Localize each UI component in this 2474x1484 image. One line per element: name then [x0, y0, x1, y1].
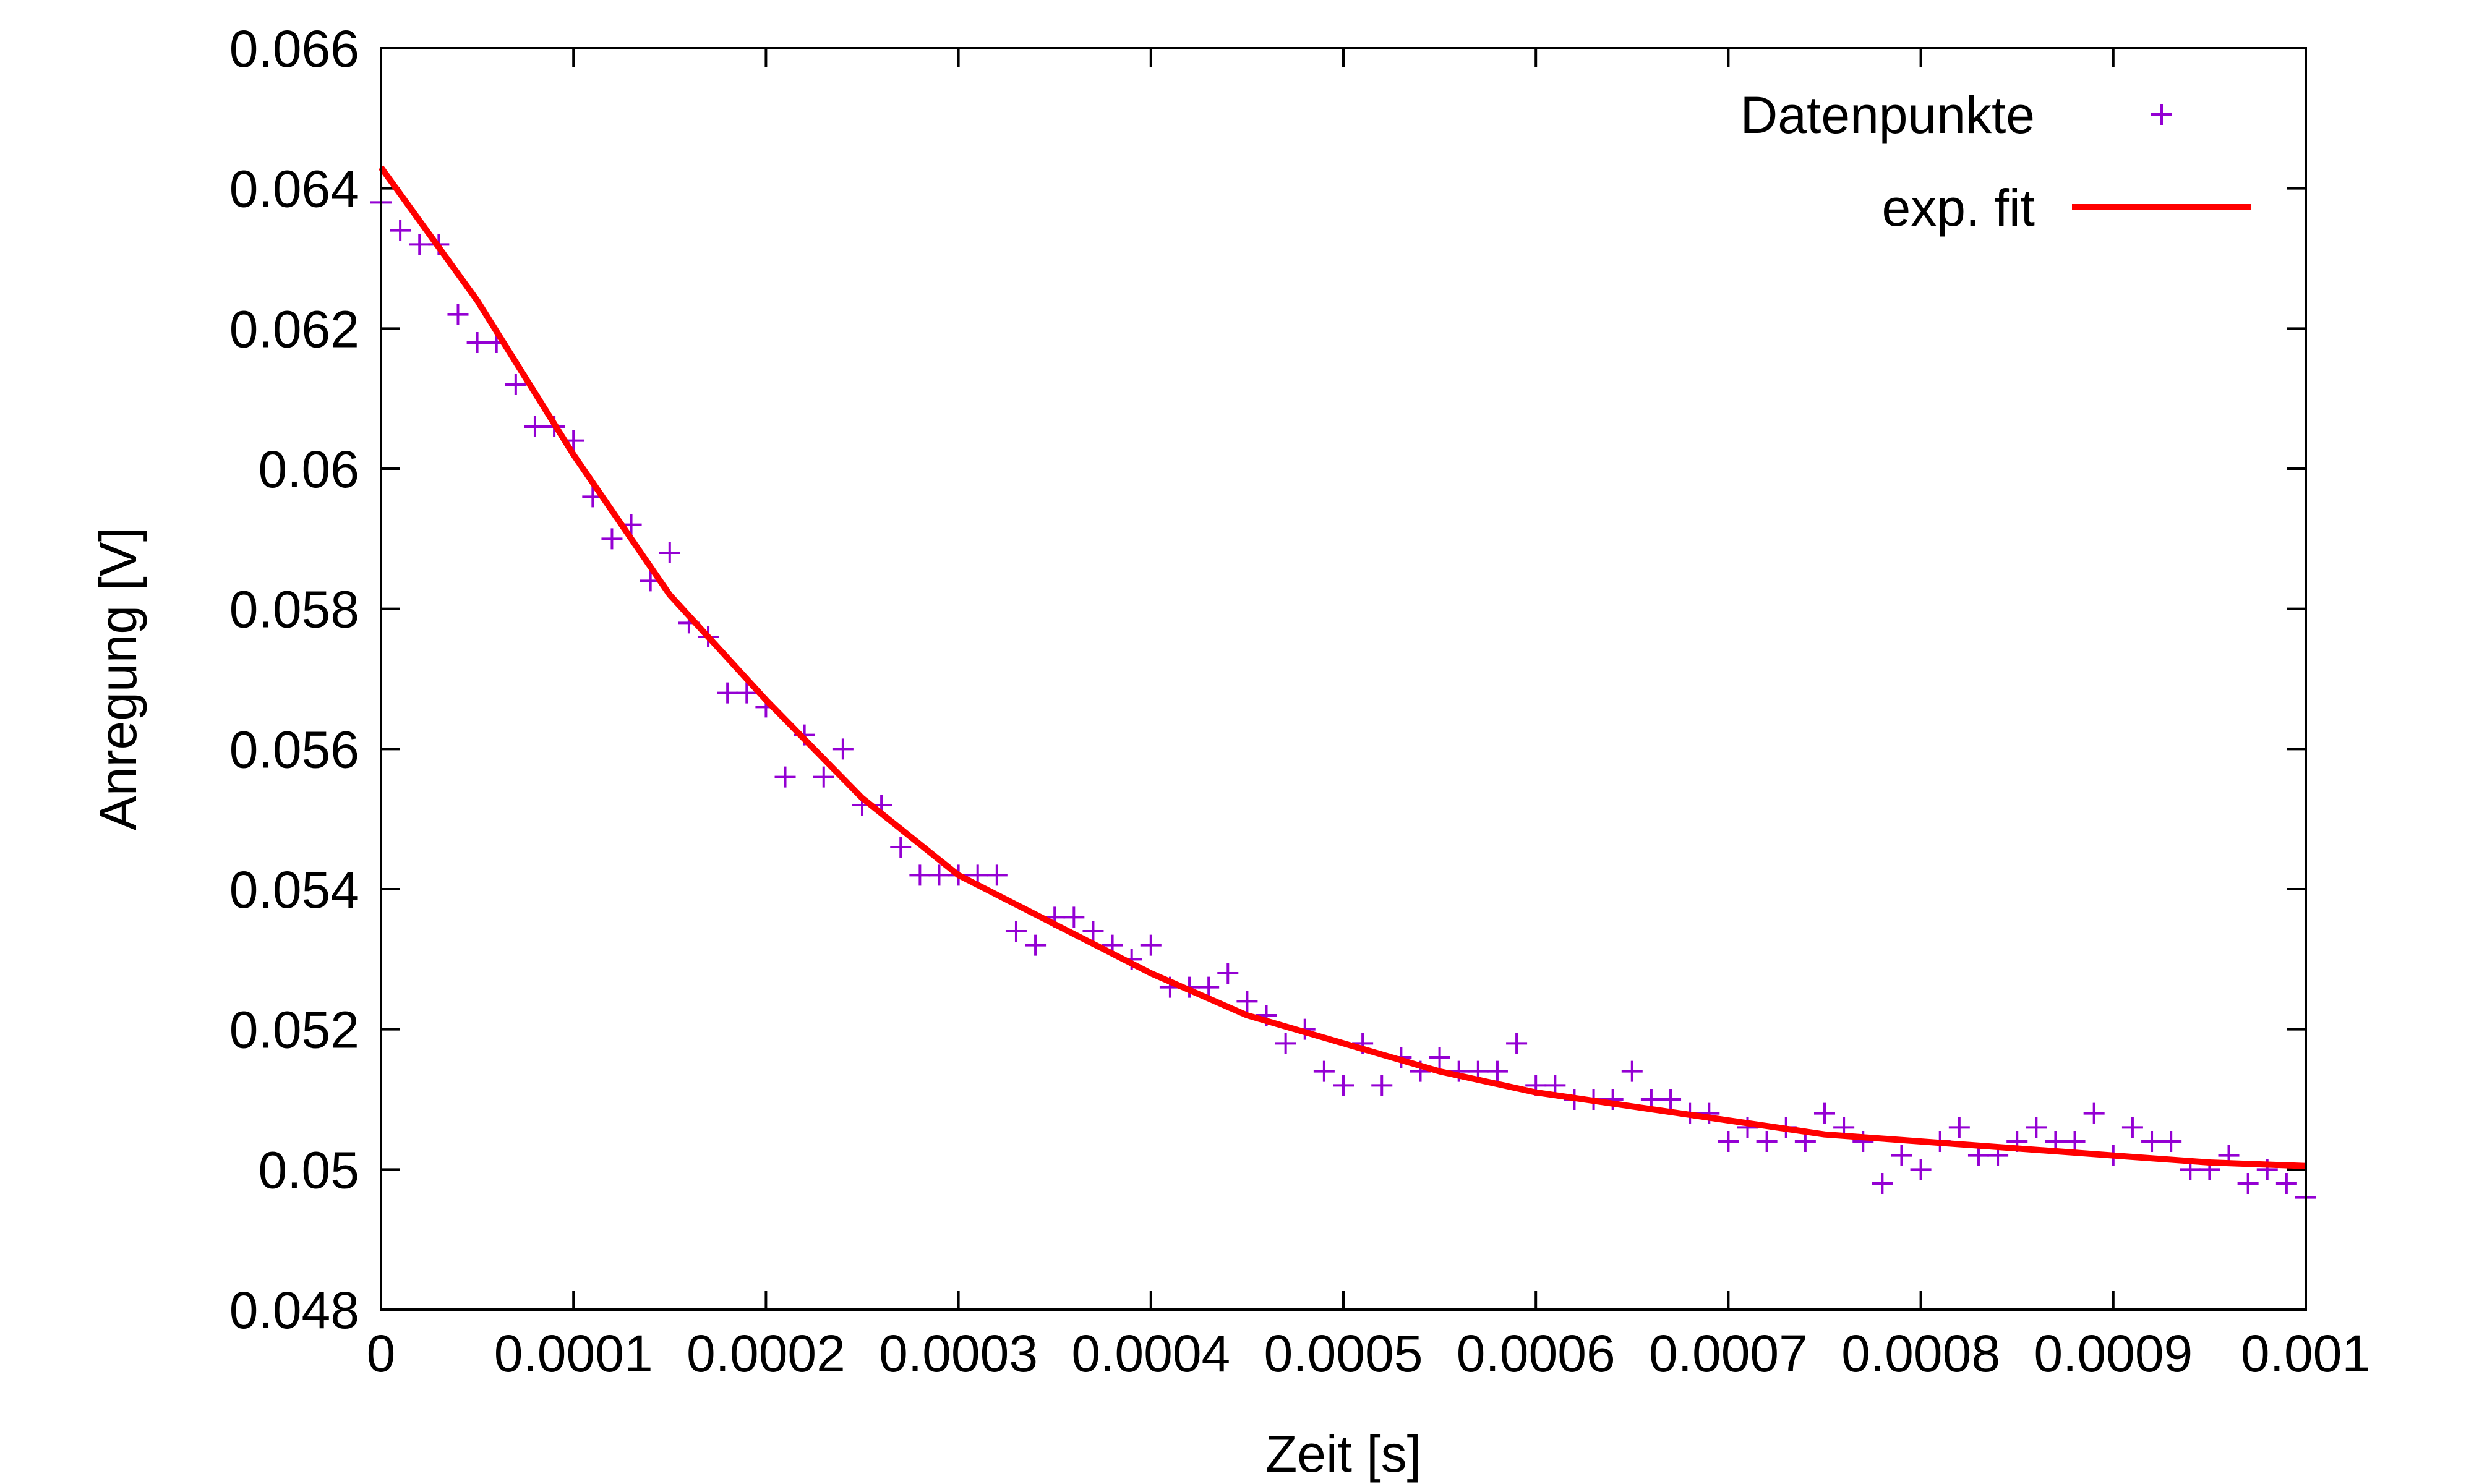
y-tick-label: 0.048 — [229, 1281, 359, 1339]
data-point — [1313, 1060, 1335, 1082]
y-tick-label: 0.052 — [229, 1001, 359, 1059]
fit-line — [378, 165, 2306, 1169]
data-point — [1814, 1102, 1835, 1124]
data-point — [813, 766, 834, 788]
data-point — [1891, 1145, 1912, 1166]
data-point — [1333, 1075, 1354, 1096]
data-point — [1910, 1159, 1932, 1180]
x-tick-label: 0.0005 — [1264, 1324, 1423, 1383]
data-point — [1025, 934, 1047, 956]
data-point — [909, 864, 931, 886]
data-point — [1082, 921, 1104, 942]
data-point — [1506, 1033, 1528, 1054]
data-point — [1063, 906, 1085, 928]
plot-frame — [380, 47, 2307, 1311]
y-tick-label: 0.064 — [229, 160, 359, 218]
y-tick-label: 0.05 — [259, 1141, 360, 1199]
data-point — [1872, 1173, 1893, 1194]
x-axis-title: Zeit [s] — [1265, 1425, 1421, 1483]
data-point — [505, 374, 526, 395]
y-tick-label: 0.058 — [229, 581, 359, 639]
x-tick-label: 0.0008 — [1841, 1324, 2000, 1383]
x-tick-label: 0.0004 — [1071, 1324, 1230, 1383]
data-point — [447, 304, 469, 325]
data-point — [1621, 1060, 1643, 1082]
y-tick-label: 0.06 — [259, 440, 360, 498]
data-point — [1660, 1089, 1682, 1110]
y-tick-label: 0.054 — [229, 861, 359, 919]
legend: Datenpunkte exp. fit — [1740, 86, 2251, 237]
data-point — [524, 416, 546, 437]
data-point — [390, 220, 411, 241]
data-point — [774, 766, 796, 788]
data-point — [1275, 1033, 1296, 1054]
data-point — [1005, 921, 1027, 942]
data-point — [832, 738, 854, 760]
data-point — [409, 234, 430, 255]
data-point — [659, 542, 680, 563]
data-point — [2275, 1173, 2297, 1194]
x-tick-label: 0.0003 — [879, 1324, 1038, 1383]
data-point — [1756, 1131, 1778, 1152]
data-point — [466, 332, 488, 353]
plot-area — [370, 165, 2316, 1208]
data-point — [2064, 1131, 2086, 1152]
data-point — [2237, 1173, 2259, 1194]
x-tick-label: 0.0006 — [1457, 1324, 1616, 1383]
legend-point-marker — [2151, 104, 2172, 125]
x-tick-label: 0.0009 — [2034, 1324, 2193, 1383]
y-axis-title: Anregung [V] — [89, 527, 147, 830]
x-tick-label: 0.001 — [2241, 1324, 2371, 1383]
data-point — [1217, 963, 1239, 984]
y-tick-label: 0.062 — [229, 300, 359, 358]
data-point — [1948, 1117, 1970, 1138]
tick-labels: 0 0.0001 0.0002 0.0003 0.0004 0.0005 0.0006 0.0… — [229, 20, 2371, 1383]
legend-label: Datenpunkte — [1740, 86, 2035, 144]
data-point — [890, 837, 912, 858]
x-tick-label: 0.0002 — [687, 1324, 845, 1383]
data-point — [1371, 1075, 1393, 1096]
data-point — [2121, 1117, 2143, 1138]
data-point — [1486, 1060, 1508, 1082]
data-point — [736, 682, 758, 704]
y-tick-label: 0.066 — [229, 20, 359, 78]
data-point — [1140, 934, 1162, 956]
data-point — [2160, 1131, 2182, 1152]
y-tick-label: 0.056 — [229, 720, 359, 778]
data-point — [928, 864, 950, 886]
x-tick-label: 0 — [367, 1324, 396, 1383]
data-point — [2083, 1102, 2105, 1124]
legend-label: exp. fit — [1882, 179, 2035, 237]
x-tick-label: 0.0001 — [494, 1324, 653, 1383]
data-point — [717, 682, 738, 704]
data-point — [601, 528, 623, 550]
data-point — [1718, 1131, 1739, 1152]
data-point — [1236, 991, 1258, 1012]
data-point — [2026, 1117, 2047, 1138]
data-point — [986, 864, 1008, 886]
data-point — [1429, 1047, 1450, 1068]
data-point — [2141, 1131, 2163, 1152]
data-point — [1198, 976, 1220, 998]
x-tick-label: 0.0007 — [1649, 1324, 1808, 1383]
